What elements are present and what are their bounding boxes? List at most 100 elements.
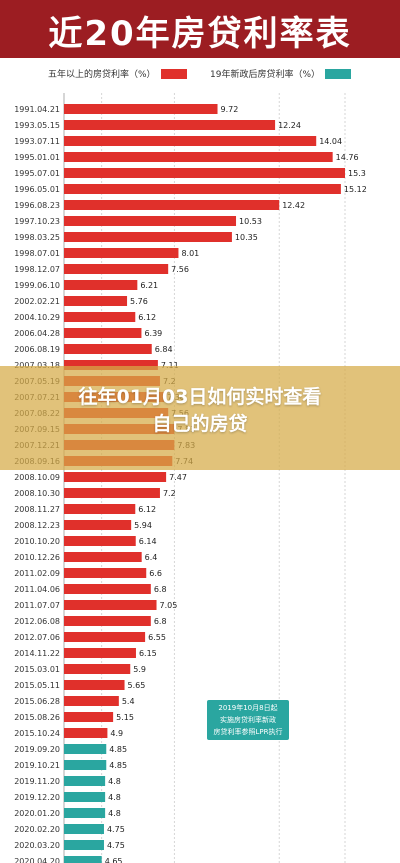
category-label: 1998.12.07 bbox=[14, 265, 60, 274]
bar bbox=[64, 648, 136, 658]
policy-note-line-1: 2019年10月8日起 bbox=[218, 704, 278, 712]
category-label: 2015.08.26 bbox=[14, 713, 60, 722]
overlay-line-2: 自己的房贷 bbox=[152, 413, 248, 435]
bar bbox=[64, 504, 136, 514]
value-label: 6.8 bbox=[154, 617, 167, 626]
bar bbox=[64, 664, 131, 674]
value-label: 14.76 bbox=[336, 153, 359, 162]
value-label: 6.84 bbox=[155, 345, 173, 354]
policy-note-line-3: 房贷利率参照LPR执行 bbox=[213, 728, 283, 736]
bar bbox=[64, 216, 237, 226]
value-label: 12.24 bbox=[278, 121, 301, 130]
value-label: 6.12 bbox=[138, 313, 156, 322]
bar bbox=[64, 360, 158, 370]
category-label: 2019.11.20 bbox=[14, 777, 60, 786]
category-label: 2008.10.30 bbox=[14, 489, 60, 498]
category-label: 2004.10.29 bbox=[14, 313, 60, 322]
bar bbox=[64, 232, 232, 242]
value-label: 8.01 bbox=[181, 249, 199, 258]
value-label: 6.8 bbox=[154, 585, 167, 594]
value-label: 7.2 bbox=[163, 489, 176, 498]
value-label: 4.8 bbox=[108, 777, 121, 786]
category-label: 2020.02.20 bbox=[14, 825, 60, 834]
value-label: 12.42 bbox=[282, 201, 305, 210]
category-label: 1997.10.23 bbox=[14, 217, 60, 226]
value-label: 6.14 bbox=[139, 537, 157, 546]
value-label: 5.4 bbox=[122, 697, 135, 706]
category-label: 2012.06.08 bbox=[14, 617, 60, 626]
category-label: 1995.07.01 bbox=[14, 169, 60, 178]
value-label: 5.9 bbox=[133, 665, 146, 674]
value-label: 6.15 bbox=[139, 649, 157, 658]
bar bbox=[64, 584, 151, 594]
value-label: 6.55 bbox=[148, 633, 166, 642]
bar bbox=[64, 808, 106, 818]
bar bbox=[64, 520, 132, 530]
bar bbox=[64, 200, 280, 210]
bar bbox=[64, 136, 317, 146]
value-label: 4.8 bbox=[108, 793, 121, 802]
value-label: 5.94 bbox=[134, 521, 152, 530]
category-label: 2015.06.28 bbox=[14, 697, 60, 706]
category-label: 1998.07.01 bbox=[14, 249, 60, 258]
value-label: 6.12 bbox=[138, 505, 156, 514]
category-label: 2014.11.22 bbox=[14, 649, 60, 658]
bar bbox=[64, 776, 106, 786]
category-label: 2020.04.20 bbox=[14, 857, 60, 863]
bar bbox=[64, 680, 125, 690]
overlay-band bbox=[0, 366, 400, 470]
bar bbox=[64, 152, 333, 162]
value-label: 6.6 bbox=[149, 569, 162, 578]
value-label: 4.8 bbox=[108, 809, 121, 818]
value-label: 6.39 bbox=[144, 329, 162, 338]
bar bbox=[64, 552, 142, 562]
bar bbox=[64, 344, 152, 354]
value-label: 6.4 bbox=[145, 553, 158, 562]
category-label: 1991.04.21 bbox=[14, 105, 60, 114]
bar bbox=[64, 280, 138, 290]
value-label: 5.15 bbox=[116, 713, 134, 722]
category-label: 2006.04.28 bbox=[14, 329, 60, 338]
category-label: 2015.10.24 bbox=[14, 729, 60, 738]
bar bbox=[64, 248, 179, 258]
category-label: 2010.10.20 bbox=[14, 537, 60, 546]
category-label: 1993.07.11 bbox=[14, 137, 60, 146]
bar bbox=[64, 824, 104, 834]
category-label: 2019.10.21 bbox=[14, 761, 60, 770]
bar bbox=[64, 312, 136, 322]
page-title: 近20年房贷利率表 bbox=[48, 14, 352, 54]
value-label: 14.04 bbox=[319, 137, 342, 146]
bar bbox=[64, 600, 157, 610]
bar bbox=[64, 696, 119, 706]
category-label: 2020.01.20 bbox=[14, 809, 60, 818]
category-label: 2019.09.20 bbox=[14, 745, 60, 754]
value-label: 7.56 bbox=[171, 265, 189, 274]
title-banner: 近20年房贷利率表 bbox=[0, 0, 400, 58]
category-label: 1993.05.15 bbox=[14, 121, 60, 130]
bar bbox=[64, 168, 345, 178]
value-label: 5.76 bbox=[130, 297, 148, 306]
category-label: 2008.12.23 bbox=[14, 521, 60, 530]
category-label: 2006.08.19 bbox=[14, 345, 60, 354]
legend-swatch-red bbox=[160, 68, 187, 79]
category-label: 2015.03.01 bbox=[14, 665, 60, 674]
bar bbox=[64, 856, 102, 863]
bar bbox=[64, 792, 106, 802]
value-label: 4.9 bbox=[110, 729, 123, 738]
overlay-headline: 往年01月03日如何实时查看 自己的房贷 bbox=[20, 384, 380, 438]
bar bbox=[64, 760, 107, 770]
bar bbox=[64, 472, 167, 482]
bar bbox=[64, 104, 218, 114]
bar bbox=[64, 568, 147, 578]
value-label: 15.12 bbox=[344, 185, 367, 194]
category-label: 1996.08.23 bbox=[14, 201, 60, 210]
value-label: 7.47 bbox=[169, 473, 187, 482]
value-label: 9.72 bbox=[221, 105, 239, 114]
value-label: 10.35 bbox=[235, 233, 258, 242]
category-label: 2011.04.06 bbox=[14, 585, 60, 594]
value-label: 5.65 bbox=[128, 681, 146, 690]
bar bbox=[64, 840, 104, 850]
category-label: 2019.12.20 bbox=[14, 793, 60, 802]
bar bbox=[64, 712, 114, 722]
category-label: 2020.03.20 bbox=[14, 841, 60, 850]
